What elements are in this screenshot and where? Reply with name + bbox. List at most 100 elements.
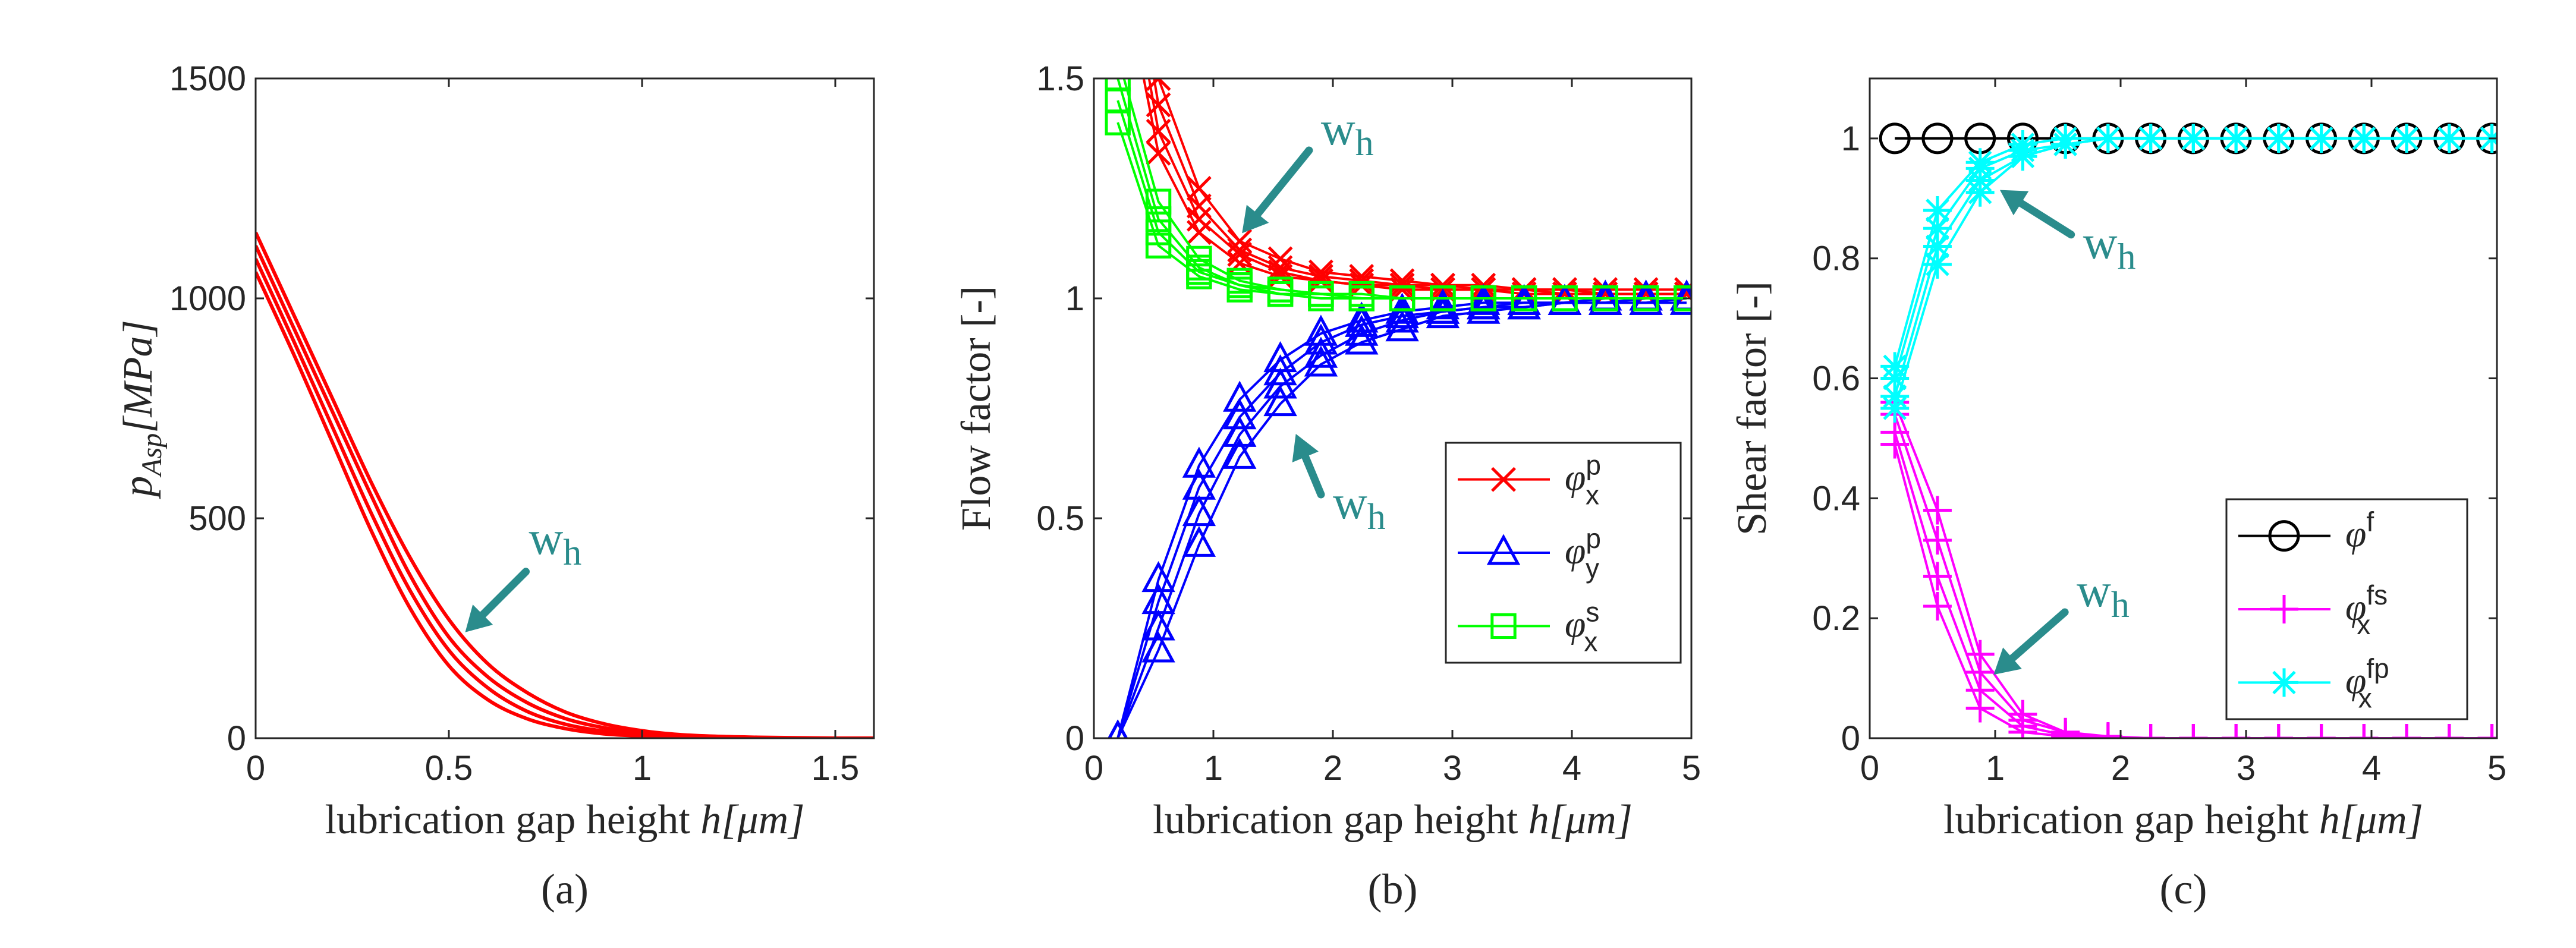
data-point-phi_x_s_4-4 <box>1267 281 1294 307</box>
x-axis-label: lubrication gap height h[μm] <box>1153 797 1633 843</box>
y-tick-label: 1500 <box>169 59 246 98</box>
data-point-phi_y_p_4-5 <box>1304 345 1338 377</box>
data-point-phi_x_p_3-3 <box>1227 242 1253 267</box>
legend-label-0: φf <box>2345 506 2374 555</box>
data-point-phi_x_s_1-1 <box>1145 188 1172 215</box>
y-tick-label: 0.8 <box>1812 240 1860 278</box>
series-line-s4 <box>256 271 874 738</box>
annotation-arrow-1-head <box>1292 434 1319 462</box>
data-point-phi_x_fp_4-13 <box>2435 124 2464 153</box>
data-point-phi_x_p_4-2 <box>1186 220 1212 245</box>
x-tick-label: 0 <box>1084 749 1103 788</box>
data-point-phi_y_p_3-7 <box>1385 301 1419 333</box>
data-point-phi_y_p_3-1 <box>1141 609 1175 641</box>
legend-label-2: φfp x <box>2345 653 2389 713</box>
data-point-phi_y_p_4-7 <box>1385 310 1419 342</box>
data-point-phi_y_p_4-8 <box>1426 297 1460 329</box>
y-tick-label: 0 <box>1841 719 1860 758</box>
data-point-phi_y_p_1-1 <box>1141 560 1175 593</box>
data-point-phi_x_fs_4-14 <box>2477 724 2497 738</box>
data-point-phi_y_p_4-2 <box>1182 525 1216 557</box>
data-point-phi_x_fs_4-9 <box>2264 724 2293 738</box>
data-point-phi_x_fs_4-11 <box>2349 724 2379 738</box>
data-point-phi_x_fp_4-12 <box>2392 124 2421 153</box>
data-point-phi_x_fs_4-4 <box>2051 722 2080 738</box>
legend-marker-1 <box>2270 595 2298 623</box>
y-tick-label: 1 <box>1841 119 1860 158</box>
data-point-phi_y_p_4-14 <box>1669 284 1691 315</box>
data-point-phi_x_fs_4-12 <box>2392 724 2421 738</box>
x-tick-label: 1 <box>633 749 652 788</box>
data-point-phi_y_p_3-5 <box>1304 336 1338 368</box>
annotation-arrow-0 <box>1254 146 1313 218</box>
data-point-phi_x_p_2-2 <box>1186 193 1212 219</box>
y-tick-label: 0.6 <box>1812 360 1860 398</box>
panel-label: (a) <box>541 865 589 913</box>
x-tick-label: 1 <box>1986 749 2005 788</box>
annotation-arrow <box>479 568 530 619</box>
x-tick-label: 4 <box>1562 749 1581 788</box>
annotation-arrow-0-head <box>2000 190 2029 216</box>
x-tick-label: 1 <box>1204 749 1223 788</box>
x-tick-label: 4 <box>2362 749 2381 788</box>
series-line-phi_x_p_4 <box>1142 78 1687 295</box>
data-point-phi_x_fp_4-0 <box>1880 394 1910 423</box>
legend-label-1: φfs x <box>2345 579 2388 640</box>
legend-marker-0 <box>1491 467 1516 492</box>
y-tick-label: 0 <box>227 719 246 758</box>
data-point-phi_x_s_4-14 <box>1674 285 1691 311</box>
annotation-label-1: wh <box>2077 565 2130 625</box>
annotation-arrow-0-head <box>1242 204 1269 234</box>
data-point-phi_x_s_4-7 <box>1389 285 1416 311</box>
data-point-phi_y_p_4-12 <box>1589 284 1622 315</box>
chart-panel-c: 0 1 2 3 4 5 0 0.2 0.4 0.6 0.8 1 lubrication gap heig… <box>1729 77 2506 913</box>
annotation-arrow-0 <box>2017 199 2075 239</box>
data-point-phi_x_s_4-12 <box>1592 285 1618 311</box>
data-point-phi_y_p_3-3 <box>1223 415 1257 447</box>
y-tick-label: 1000 <box>169 279 246 318</box>
data-point-phi_y_p_1-5 <box>1304 314 1338 346</box>
data-point-phi_y_p_4-0 <box>1108 719 1128 738</box>
data-point-phi_x_fp_4-6 <box>2136 124 2165 153</box>
x-tick-label: 0 <box>246 749 265 788</box>
legend-marker-2 <box>2270 668 2298 697</box>
data-point-phi_x_fs_4-2 <box>1965 694 1995 723</box>
data-point-phi_x_fs_4-8 <box>2222 724 2251 738</box>
data-point-phi_x_fs_4-7 <box>2179 724 2208 738</box>
y-tick-label: 1 <box>1065 279 1084 318</box>
data-point-phi_x_fp_4-2 <box>1965 178 1995 207</box>
x-tick-label: 0 <box>1860 749 1879 788</box>
data-point-phi_x_s_4-11 <box>1552 285 1578 311</box>
series-group <box>256 231 874 738</box>
y-axis-label: Shear factor [-] <box>1729 281 1775 536</box>
data-point-phi_x_p_3-4 <box>1267 259 1293 285</box>
data-point-phi_x_fp_4-7 <box>2179 124 2208 153</box>
data-point-phi_x_fp_2-0 <box>1880 364 1910 393</box>
data-point-phi_x_s_4-3 <box>1226 276 1253 303</box>
y-tick-label: 500 <box>188 499 246 538</box>
data-point-phi_y_p_2-4 <box>1263 354 1297 386</box>
data-point-phi_x_s_4-1 <box>1145 232 1172 259</box>
data-point-phi_x_p_2-8 <box>1430 272 1455 298</box>
data-point-phi_f-1 <box>1921 122 1954 155</box>
series-line-s3 <box>256 258 874 738</box>
annotation-label: wh <box>529 512 582 573</box>
data-point-phi_x_fp_4-1 <box>1923 250 1952 279</box>
chart-panel-a: 0 0.5 1 1.5 0 500 1000 1500 lubrication gap heig… <box>115 59 875 913</box>
series-line-phi_x_s_4 <box>1116 122 1687 300</box>
data-point-phi_y_p_1-3 <box>1223 380 1257 412</box>
data-point-phi_x_fp_4-11 <box>2349 124 2379 153</box>
data-point-phi_x_p_3-1 <box>1146 118 1171 144</box>
data-point-phi_y_p_4-11 <box>1548 284 1582 315</box>
data-point-phi_x_s_1-0 <box>1106 45 1129 68</box>
data-point-phi_x_fp_4-9 <box>2264 124 2293 153</box>
series-group <box>1105 45 1691 738</box>
data-point-phi_x_fp_4-5 <box>2093 124 2122 153</box>
annotation-label-0: wh <box>1321 103 1374 163</box>
data-point-phi_y_p_2-7 <box>1385 297 1419 329</box>
data-point-phi_x_fs_3-1 <box>1923 562 1952 591</box>
axes-box <box>1869 77 2498 739</box>
x-axis-label: lubrication gap height h[μm] <box>325 797 805 843</box>
x-tick-label: 0.5 <box>425 749 473 788</box>
series-line-phi_x_p_2 <box>1153 78 1687 295</box>
